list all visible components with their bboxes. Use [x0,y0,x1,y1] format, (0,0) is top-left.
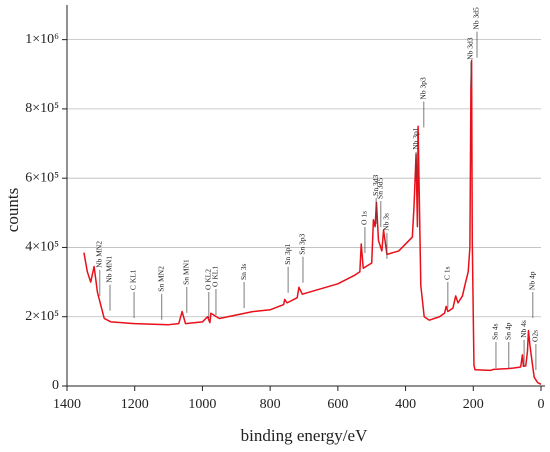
annotation-label: Sn 4s [491,323,500,340]
y-axis-label: counts [3,188,22,232]
annotation-label: Sn 3d5 [376,178,385,199]
annotation-label: O 1s [360,211,369,225]
annotation-label: Sn 3p1 [283,243,292,264]
y-tick-label: 2×10⁵ [25,309,59,324]
annotation-label: Nb 3s [382,213,391,231]
annotation-label: Nb 3d3 [466,37,475,60]
y-tick-label: 1×10⁶ [25,32,59,47]
x-axis-label: binding energy/eV [241,426,368,445]
annotation-label: O2s [531,330,540,342]
annotation-label: Nb 4p [528,271,537,290]
annotation-label: Sn MN2 [157,266,166,292]
x-tick-label: 600 [327,397,348,412]
y-tick-label: 0 [52,378,59,393]
annotation-label: Nb MN2 [95,241,104,268]
annotation-label: O KL2 [204,269,213,290]
annotation-label: O KL1 [211,266,220,287]
annotation-label: Sn 4p [504,322,513,340]
y-tick-label: 6×10⁵ [25,170,59,185]
annotation-label: Sn 3p3 [298,233,307,254]
annotation-label: Nb 3d5 [472,7,481,30]
annotation-label: C 1s [443,266,452,280]
spectrum-line [83,59,542,385]
y-tick-label: 4×10⁵ [25,240,59,255]
annotation-label: Sn MN1 [182,259,191,285]
annotation-label: Nb 3p3 [419,77,428,100]
x-tick-label: 200 [463,397,484,412]
x-tick-label: 0 [538,397,545,412]
annotation-label: C KL1 [129,269,138,290]
annotation-label: Nb MN1 [105,256,114,283]
x-tick-label: 1000 [188,397,216,412]
annotation-label: Nb 3p1 [411,127,420,150]
x-tick-label: 1200 [121,397,149,412]
x-tick-label: 400 [395,397,416,412]
annotation-label: Sn 3s [239,263,248,280]
annotation-label: Nb 4s [519,320,528,338]
y-tick-label: 8×10⁵ [25,101,59,116]
annotation-label: Sn 3d3 [371,175,380,196]
x-tick-label: 1400 [53,397,81,412]
x-tick-label: 800 [260,397,281,412]
